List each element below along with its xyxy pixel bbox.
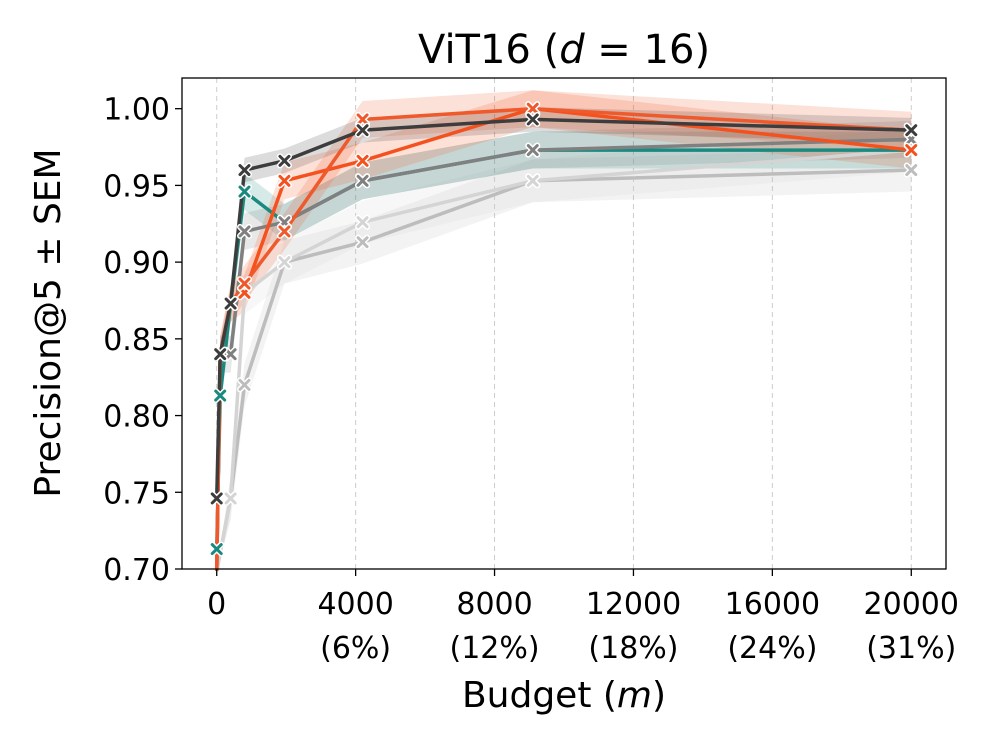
x-tick-sublabel: (31%) (866, 631, 956, 666)
error-band-light-gray (216, 148, 912, 572)
data-point-dark-gray (903, 122, 919, 138)
data-point-teal (212, 388, 228, 404)
x-axis-label: Budget (m) (462, 675, 666, 716)
data-point-dark-gray (237, 162, 253, 178)
y-tick-label: 0.80 (103, 400, 170, 435)
data-point-dark-gray (223, 296, 239, 312)
x-tick-sublabel: (12%) (449, 631, 539, 666)
x-tick-label: 4000 (317, 587, 393, 622)
data-point-orange-2 (525, 101, 541, 117)
data-point-light-gray (237, 377, 253, 393)
data-point-lighter-gray (355, 214, 371, 230)
data-point-mid-gray (223, 346, 239, 362)
y-tick-label: 0.70 (103, 553, 170, 588)
y-tick-label: 1.00 (103, 93, 170, 128)
data-point-dark-gray (209, 490, 225, 506)
data-point-lighter-gray (223, 490, 239, 506)
chart-title: ViT16 (d = 16) (418, 27, 710, 73)
data-point-dark-gray (525, 111, 541, 127)
x-tick-label: 0 (207, 587, 226, 622)
series-line-mid-gray (214, 137, 912, 572)
error-band-orange-2 (216, 90, 912, 572)
marker-layer (209, 101, 919, 557)
plot-frame (181, 77, 947, 570)
y-tick-label: 0.75 (103, 476, 170, 511)
data-point-lighter-gray (276, 254, 292, 270)
series-line-dark-gray (214, 117, 912, 499)
data-point-mid-gray (237, 223, 253, 239)
y-axis-label: Precision@5 ± SEM (28, 148, 69, 497)
x-tick-sublabel: (6%) (320, 631, 391, 666)
data-point-orange-2 (355, 111, 371, 127)
x-tick-label: 8000 (456, 587, 532, 622)
data-point-mid-gray (525, 142, 541, 158)
x-tick-label: 16000 (725, 587, 820, 622)
x-tick-label: 12000 (586, 587, 681, 622)
data-point-orange (276, 173, 292, 189)
error-band-orange (216, 90, 912, 572)
x-tick-label: 20000 (864, 587, 959, 622)
data-point-orange-2 (237, 276, 253, 292)
y-tick-label: 0.95 (103, 169, 170, 204)
data-point-light-gray (355, 234, 371, 250)
y-tick-label: 0.90 (103, 246, 170, 281)
data-point-lighter-gray (525, 173, 541, 189)
x-tick-sublabel: (24%) (727, 631, 817, 666)
data-point-orange-2 (276, 223, 292, 239)
data-point-dark-gray (212, 346, 228, 362)
data-point-dark-gray (276, 153, 292, 169)
x-tick-sublabel: (18%) (588, 631, 678, 666)
y-tick-label: 0.85 (103, 323, 170, 358)
data-point-mid-gray (355, 173, 371, 189)
data-point-orange (355, 153, 371, 169)
data-point-orange (903, 142, 919, 158)
data-point-teal (209, 541, 225, 557)
error-band-layer (216, 90, 912, 572)
data-point-teal (237, 184, 253, 200)
tick-layer: 0 4000 (6%) 8000 (12%) 12000 (18%) 16000 (24%) 20… (103, 93, 959, 666)
data-point-dark-gray (355, 122, 371, 138)
data-point-light-gray (903, 162, 919, 178)
